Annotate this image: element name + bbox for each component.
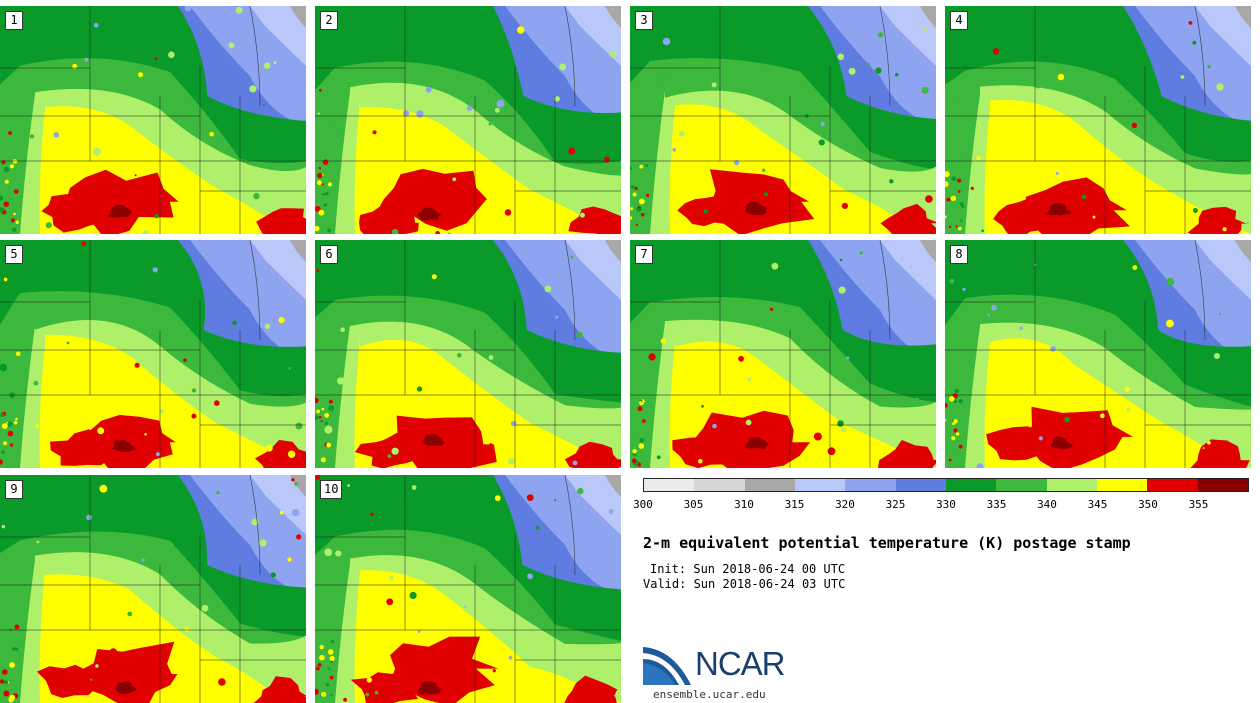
member-number-label: 8 <box>950 245 968 264</box>
ensemble-member-map: 6 <box>315 240 621 468</box>
colorbar <box>643 478 1249 492</box>
init-time: Init: Sun 2018-06-24 00 UTC <box>650 562 846 576</box>
ncar-logo: NCAR ensemble.ucar.edu <box>643 645 803 701</box>
colorbar-tick: 350 <box>1138 498 1158 511</box>
member-number-label: 1 <box>5 11 23 30</box>
member-number-label: 10 <box>320 480 343 499</box>
ensemble-member-map: 4 <box>945 6 1251 234</box>
ensemble-member-map: 9 <box>0 475 306 703</box>
ensemble-member-map: 10 <box>315 475 621 703</box>
ensemble-member-map: 1 <box>0 6 306 234</box>
colorbar-tick: 305 <box>683 498 704 511</box>
colorbar-bin <box>1096 479 1148 491</box>
ensemble-member-map: 3 <box>630 6 936 234</box>
member-number-label: 2 <box>320 11 338 30</box>
logo-wordmark: NCAR <box>695 645 786 682</box>
colorbar-tick: 330 <box>936 498 956 511</box>
colorbar-bin <box>845 479 896 491</box>
colorbar-tick-labels: 300 305 310 315 320 325 330 335 340 345 350 355 <box>633 498 1260 512</box>
colorbar-bin <box>996 479 1047 491</box>
colorbar-bin <box>644 479 695 491</box>
ensemble-member-map: 7 <box>630 240 936 468</box>
colorbar-tick: 310 <box>734 498 754 511</box>
colorbar-bin <box>895 479 946 491</box>
colorbar-tick: 355 <box>1188 498 1209 511</box>
chart-title: 2-m equivalent potential temperature (K)… <box>643 534 1131 552</box>
member-number-label: 5 <box>5 245 23 264</box>
colorbar-bin <box>794 479 846 491</box>
colorbar-tick: 340 <box>1037 498 1057 511</box>
member-number-label: 4 <box>950 11 968 30</box>
colorbar-tick: 320 <box>835 498 855 511</box>
colorbar-tick: 345 <box>1087 498 1108 511</box>
valid-time: Valid: Sun 2018-06-24 03 UTC <box>643 577 846 591</box>
member-number-label: 9 <box>5 480 23 499</box>
colorbar-tick: 315 <box>784 498 805 511</box>
colorbar-bin <box>945 479 997 491</box>
colorbar-bin <box>744 479 795 491</box>
member-number-label: 7 <box>635 245 653 264</box>
ensemble-member-map: 8 <box>945 240 1251 468</box>
colorbar-bin <box>1197 479 1248 491</box>
ensemble-member-map: 2 <box>315 6 621 234</box>
logo-url: ensemble.ucar.edu <box>653 688 766 701</box>
colorbar-tick: 335 <box>986 498 1007 511</box>
ensemble-member-map: 5 <box>0 240 306 468</box>
member-number-label: 3 <box>635 11 653 30</box>
colorbar-bin <box>694 479 745 491</box>
colorbar-bin <box>1147 479 1198 491</box>
colorbar-bin <box>1046 479 1097 491</box>
ncar-swoosh-icon <box>643 647 691 685</box>
colorbar-tick: 325 <box>885 498 906 511</box>
colorbar-tick: 300 <box>633 498 653 511</box>
member-number-label: 6 <box>320 245 338 264</box>
